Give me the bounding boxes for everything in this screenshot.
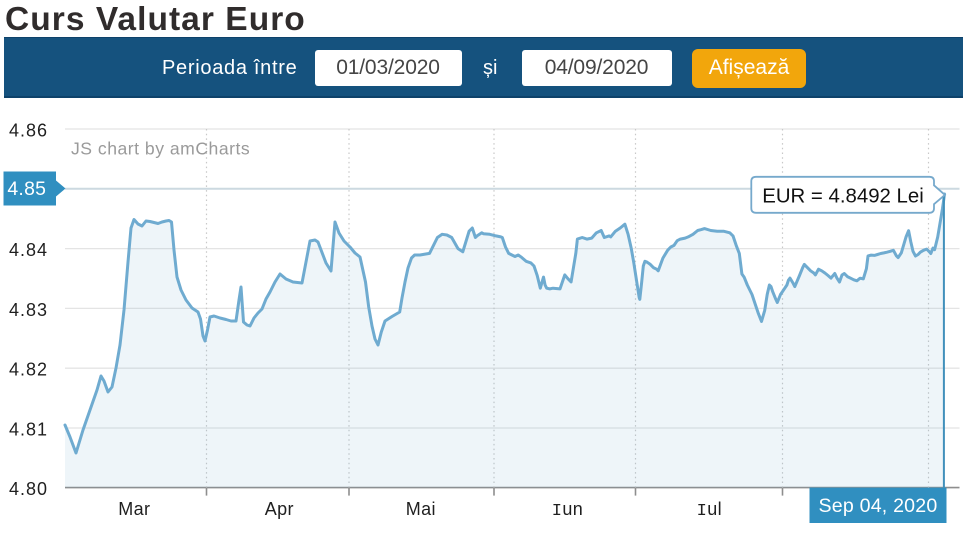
svg-text:Apr: Apr [265, 499, 294, 519]
svg-text:4.84: 4.84 [9, 240, 48, 260]
svg-text:Mar: Mar [118, 499, 150, 519]
svg-text:4.82: 4.82 [9, 360, 48, 380]
svg-text:Iul: Iul [697, 499, 722, 521]
svg-text:4.83: 4.83 [9, 300, 48, 320]
svg-text:4.85: 4.85 [7, 178, 46, 200]
svg-text:4.81: 4.81 [9, 419, 48, 439]
svg-text:JS chart by amCharts: JS chart by amCharts [71, 138, 250, 158]
svg-text:4.86: 4.86 [9, 120, 48, 140]
svg-text:Iun: Iun [552, 499, 583, 521]
svg-text:Mai: Mai [406, 499, 436, 519]
svg-text:EUR = 4.8492 Lei: EUR = 4.8492 Lei [762, 186, 924, 208]
svg-text:4.80: 4.80 [9, 479, 48, 499]
svg-text:Sep 04, 2020: Sep 04, 2020 [819, 495, 938, 517]
